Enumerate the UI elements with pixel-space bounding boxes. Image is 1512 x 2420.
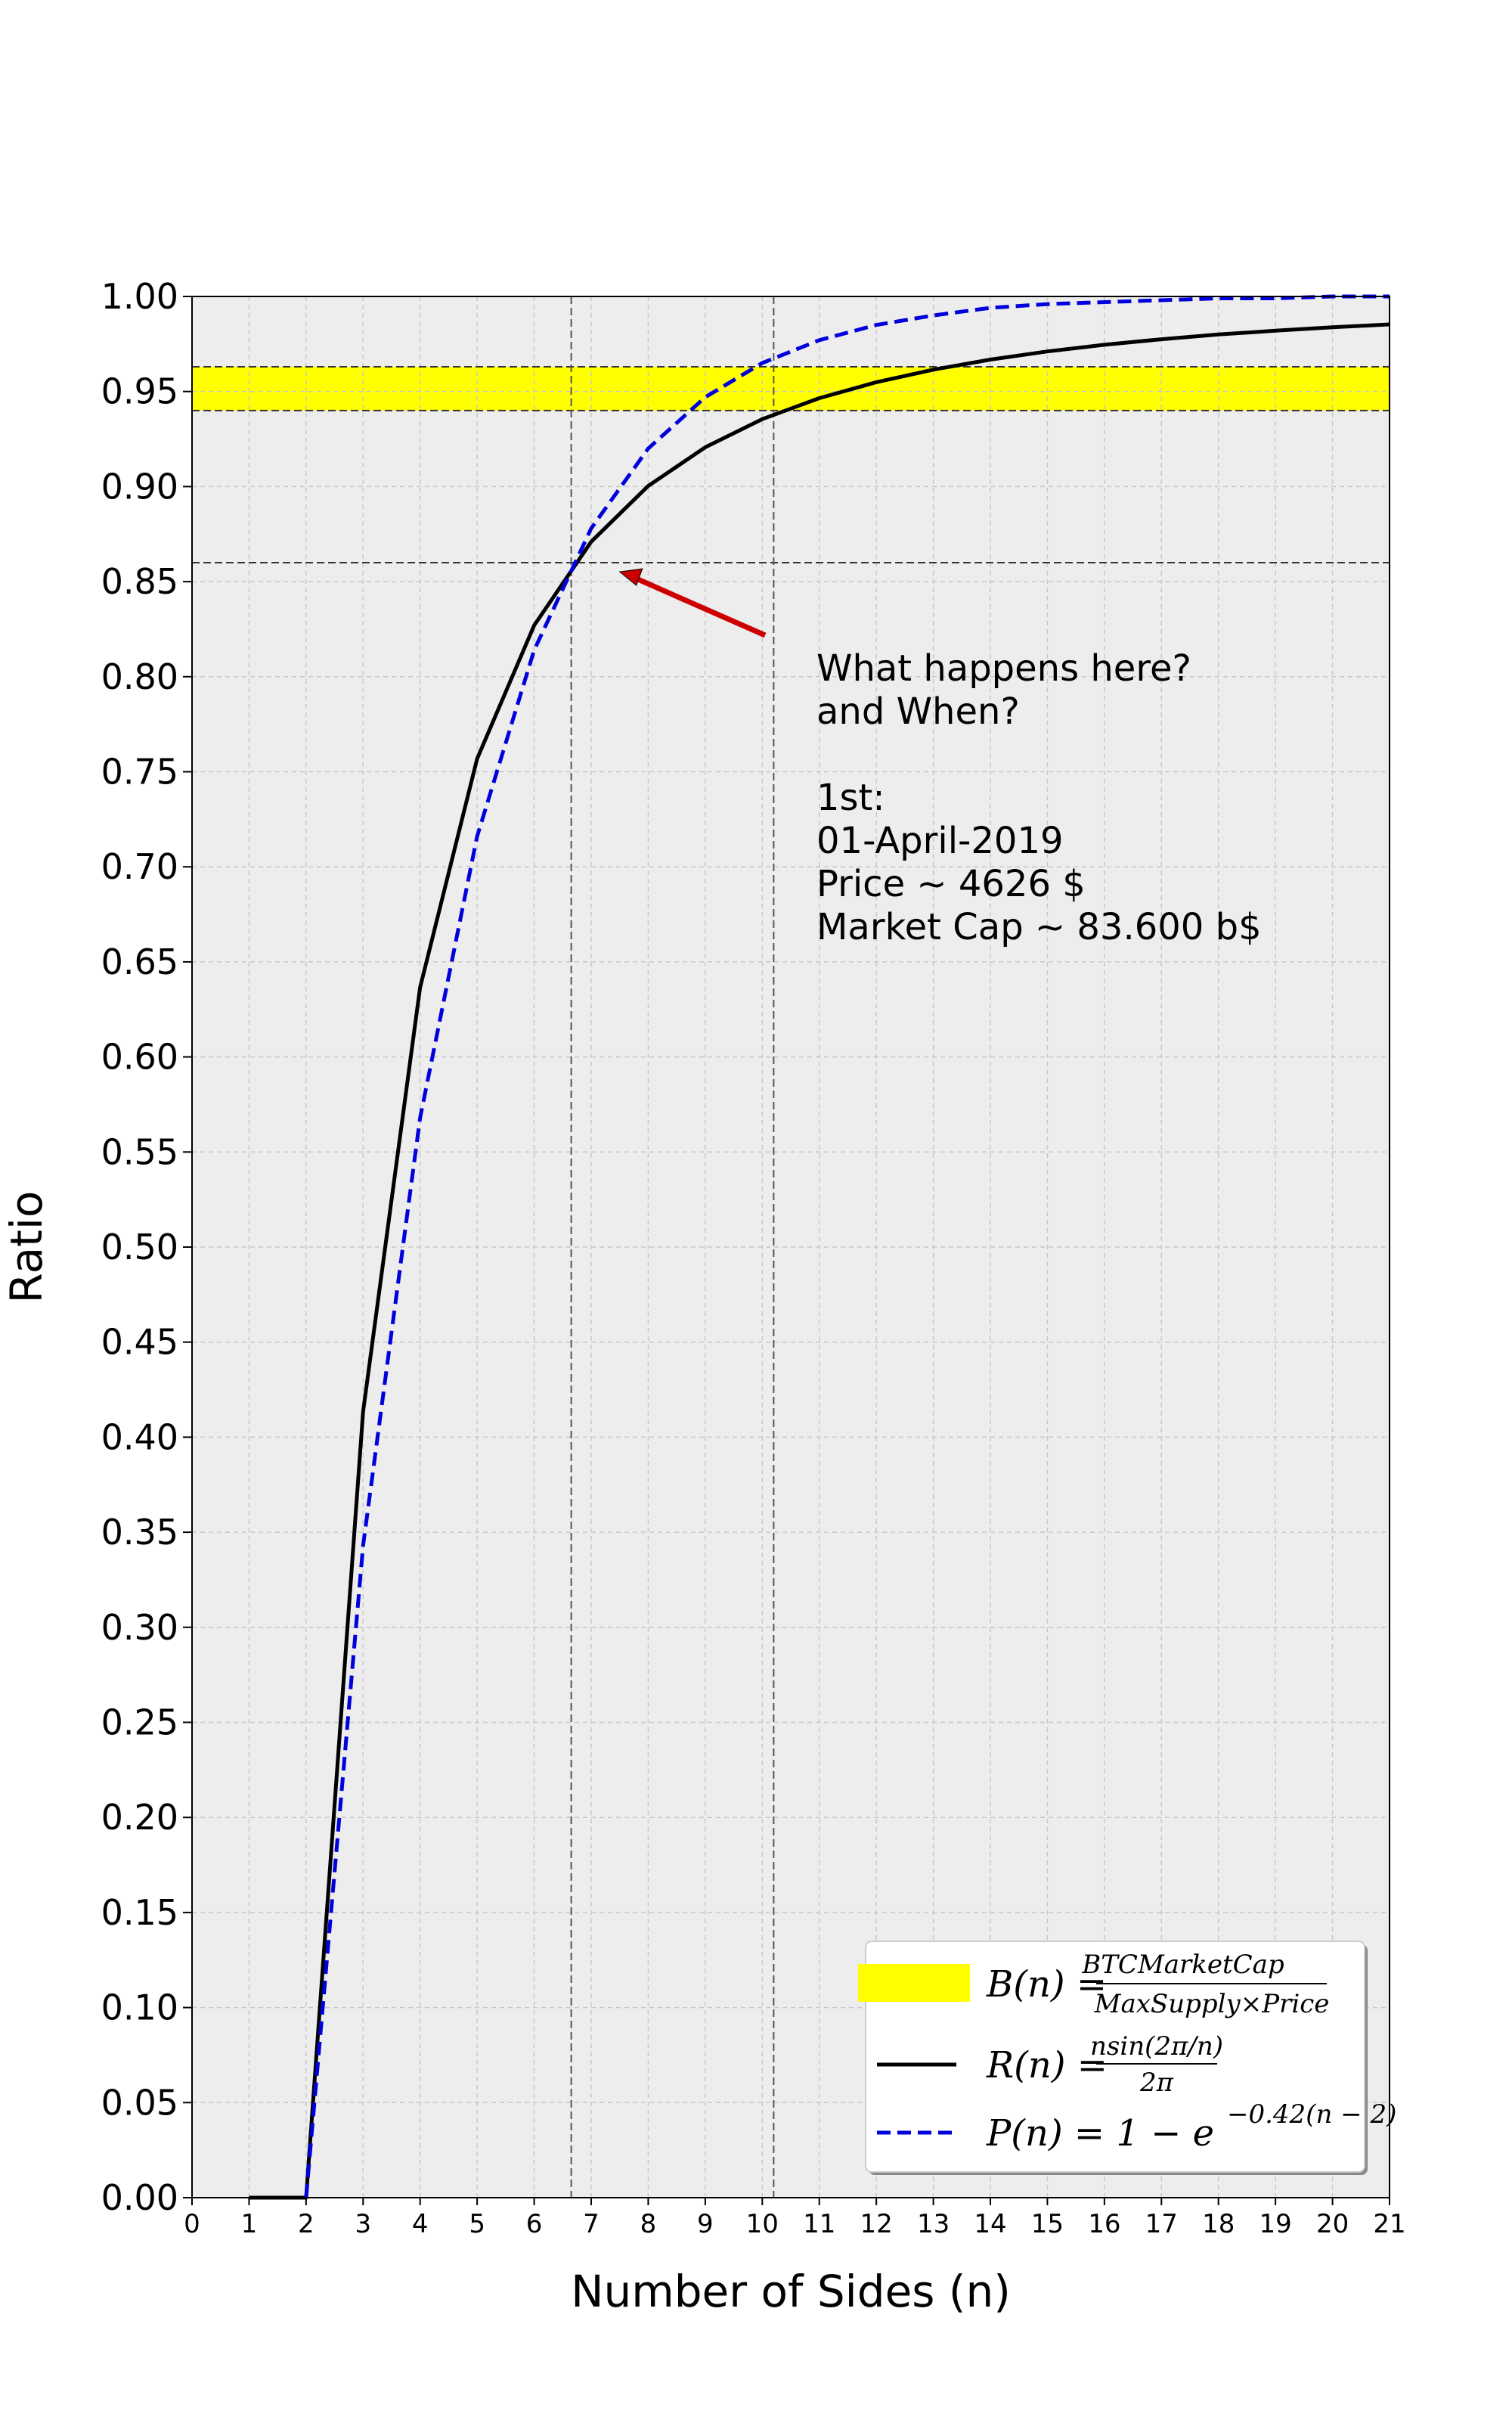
x-tick-label: 18 — [1202, 2209, 1235, 2239]
legend-label-3: P(n) = 1 − e — [986, 2112, 1214, 2155]
annotation-line: 1st: — [816, 777, 885, 819]
legend-box — [865, 1941, 1365, 2173]
y-tick-label: 0.05 — [101, 2082, 178, 2123]
y-tick-label: 1.00 — [101, 276, 178, 317]
highlight-band — [192, 367, 1390, 411]
x-ticks: 0 1 2 3 4 5 6 7 8 9 10 11 12 13 14 15 16 17 18 19 20 21 — [184, 2198, 1406, 2239]
x-tick-label: 13 — [917, 2209, 950, 2239]
annotation-line: Market Cap ~ 83.600 b$ — [816, 906, 1262, 948]
x-tick-label: 6 — [526, 2209, 543, 2239]
legend-label-1-prefix: B(n) = — [986, 1963, 1107, 2006]
y-tick-label: 0.10 — [101, 1987, 178, 2028]
annotation-arrow-shaft — [635, 576, 767, 638]
legend-label-3-exponent: −0.42(n − 2) — [1227, 2099, 1396, 2130]
reference-lines — [192, 296, 1390, 2198]
y-tick-label: 0.95 — [101, 371, 178, 412]
y-tick-label: 0.35 — [101, 1512, 178, 1553]
y-tick-label: 0.85 — [101, 561, 178, 602]
y-tick-label: 0.30 — [101, 1607, 178, 1648]
x-tick-label: 3 — [355, 2209, 371, 2239]
x-tick-label: 21 — [1373, 2209, 1405, 2239]
annotation-line: Price ~ 4626 $ — [816, 863, 1086, 905]
x-tick-label: 11 — [803, 2209, 835, 2239]
legend-label-2-numerator: nsin(2π/n) — [1090, 2031, 1223, 2062]
x-tick-label: 20 — [1316, 2209, 1349, 2239]
legend-label-2-denominator: 2π — [1139, 2068, 1174, 2098]
x-tick-label: 14 — [974, 2209, 1006, 2239]
y-tick-label: 0.70 — [101, 846, 178, 887]
y-axis-label: Ratio — [1, 1191, 52, 1304]
y-tick-label: 0.50 — [101, 1227, 178, 1267]
legend-label-1-numerator: BTCMarketCap — [1081, 1950, 1284, 1980]
x-tick-label: 4 — [412, 2209, 429, 2239]
y-tick-label: 0.65 — [101, 942, 178, 982]
y-tick-label: 0.45 — [101, 1322, 178, 1363]
x-tick-label: 10 — [746, 2209, 779, 2239]
y-tick-label: 0.40 — [101, 1416, 178, 1457]
annotation-line: and When? — [816, 690, 1020, 733]
x-tick-label: 9 — [697, 2209, 714, 2239]
x-tick-label: 16 — [1088, 2209, 1120, 2239]
legend-swatch-band — [858, 1964, 970, 2002]
annotation-line: 01-April-2019 — [816, 820, 1064, 862]
series-line-2 — [304, 294, 1390, 2198]
x-tick-label: 2 — [298, 2209, 314, 2239]
y-tick-label: 0.75 — [101, 752, 178, 793]
y-tick-label: 0.90 — [101, 466, 178, 507]
series-line-1 — [249, 322, 1390, 2200]
x-axis-label: Number of Sides (n) — [571, 2266, 1011, 2317]
x-tick-label: 15 — [1031, 2209, 1064, 2239]
annotation: What happens here? and When? 1st: 01-Apr… — [618, 568, 1262, 948]
legend-label-1-denominator: MaxSupply×Price — [1094, 1989, 1330, 2019]
y-tick-label: 0.20 — [101, 1797, 178, 1838]
annotation-line: What happens here? — [816, 647, 1191, 690]
x-tick-label: 17 — [1145, 2209, 1178, 2239]
x-tick-label: 19 — [1259, 2209, 1292, 2239]
x-tick-label: 8 — [640, 2209, 657, 2239]
x-tick-label: 1 — [241, 2209, 258, 2239]
y-tick-label: 0.60 — [101, 1037, 178, 1078]
y-tick-label: 0.55 — [101, 1131, 178, 1172]
annotation-arrow-head — [618, 568, 643, 586]
x-tick-label: 5 — [469, 2209, 485, 2239]
x-tick-label: 0 — [184, 2209, 200, 2239]
y-tick-label: 0.80 — [101, 656, 178, 697]
legend: B(n) = BTCMarketCap MaxSupply×Price R(n) =… — [858, 1941, 1396, 2175]
y-ticks: 0.00 0.05 0.10 0.15 0.20 0.25 0.30 0.35 0.40 0.45… — [101, 276, 192, 2218]
series-layer — [249, 294, 1390, 2200]
y-tick-label: 0.25 — [101, 1702, 178, 1743]
x-tick-label: 7 — [583, 2209, 600, 2239]
band-layer — [192, 367, 1390, 411]
y-tick-label: 0.15 — [101, 1892, 178, 1933]
y-tick-label: 0.00 — [101, 2177, 178, 2218]
legend-label-2-prefix: R(n) = — [986, 2044, 1108, 2086]
x-tick-label: 12 — [860, 2209, 893, 2239]
